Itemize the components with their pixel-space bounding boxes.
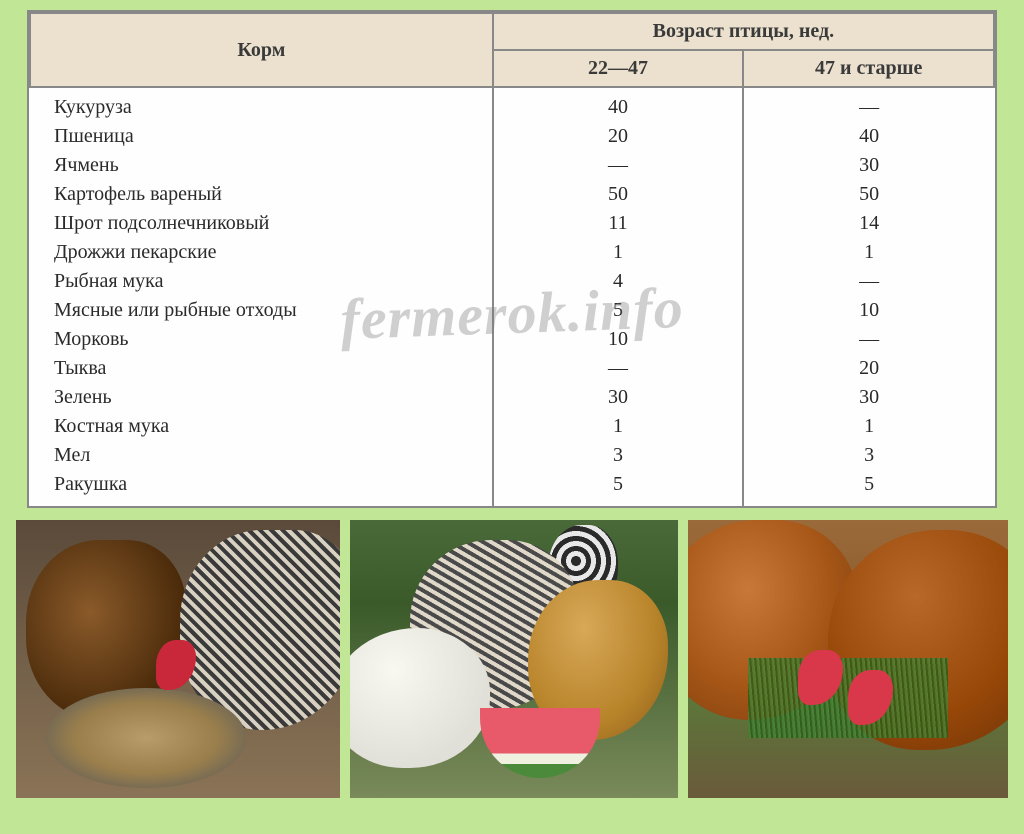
feed-name-cell: Морковь [30,325,493,354]
table-row: Зелень3030 [30,383,994,412]
value-cell-a: 20 [493,122,744,151]
value-cell-b: 1 [743,412,994,441]
feed-name-cell: Зелень [30,383,493,412]
table-row: Картофель вареный5050 [30,180,994,209]
feed-name-cell: Картофель вареный [30,180,493,209]
table-row: Мясные или рыбные отходы510 [30,296,994,325]
photo-chickens-watermelon [350,520,678,798]
table-row: Дрожжи пекарские11 [30,238,994,267]
feed-name-cell: Ракушка [30,470,493,506]
feed-table: Корм Возраст птицы, нед. 22—47 47 и стар… [29,12,995,506]
table-row: Шрот подсолнечниковый1114 [30,209,994,238]
value-cell-a: 30 [493,383,744,412]
feed-table-body: Кукуруза40—Пшеница2040Ячмень—30Картофель… [30,87,994,506]
feed-name-cell: Дрожжи пекарские [30,238,493,267]
header-col-a: 22—47 [493,50,744,87]
photo-chickens-grass [688,520,1008,798]
table-row: Мел33 [30,441,994,470]
feed-name-cell: Мел [30,441,493,470]
value-cell-a: 40 [493,87,744,122]
value-cell-a: 50 [493,180,744,209]
value-cell-b: 1 [743,238,994,267]
table-row: Рыбная мука4— [30,267,994,296]
value-cell-b: 40 [743,122,994,151]
feed-name-cell: Тыква [30,354,493,383]
value-cell-b: — [743,325,994,354]
table-row: Морковь10— [30,325,994,354]
header-col-b: 47 и старше [743,50,994,87]
feed-name-cell: Рыбная мука [30,267,493,296]
value-cell-a: 1 [493,238,744,267]
value-cell-b: 3 [743,441,994,470]
table-row: Пшеница2040 [30,122,994,151]
value-cell-b: 20 [743,354,994,383]
table-row: Ячмень—30 [30,151,994,180]
value-cell-a: 4 [493,267,744,296]
value-cell-a: 1 [493,412,744,441]
table-row: Тыква—20 [30,354,994,383]
header-feed: Корм [30,13,493,87]
header-age: Возраст птицы, нед. [493,13,994,50]
feed-name-cell: Пшеница [30,122,493,151]
value-cell-b: — [743,267,994,296]
value-cell-a: — [493,151,744,180]
value-cell-b: 30 [743,383,994,412]
value-cell-a: 3 [493,441,744,470]
feed-name-cell: Шрот подсолнечниковый [30,209,493,238]
photo-row [10,520,1014,798]
value-cell-a: 11 [493,209,744,238]
table-row: Ракушка55 [30,470,994,506]
value-cell-a: 5 [493,470,744,506]
value-cell-a: 10 [493,325,744,354]
value-cell-b: 5 [743,470,994,506]
feed-name-cell: Ячмень [30,151,493,180]
table-row: Кукуруза40— [30,87,994,122]
feed-name-cell: Кукуруза [30,87,493,122]
value-cell-b: 14 [743,209,994,238]
photo-chickens-bowl [16,520,340,798]
table-row: Костная мука11 [30,412,994,441]
feed-table-container: Корм Возраст птицы, нед. 22—47 47 и стар… [27,10,997,508]
value-cell-b: 30 [743,151,994,180]
value-cell-a: 5 [493,296,744,325]
feed-name-cell: Мясные или рыбные отходы [30,296,493,325]
value-cell-a: — [493,354,744,383]
value-cell-b: 50 [743,180,994,209]
value-cell-b: 10 [743,296,994,325]
feed-name-cell: Костная мука [30,412,493,441]
value-cell-b: — [743,87,994,122]
